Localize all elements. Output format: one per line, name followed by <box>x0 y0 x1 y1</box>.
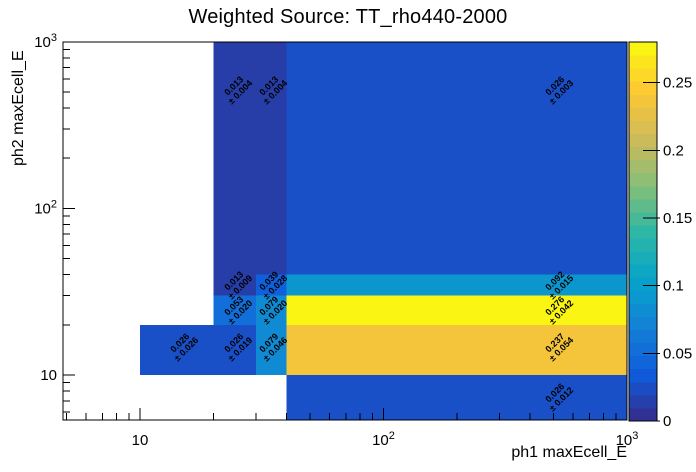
palette-band <box>629 42 657 56</box>
y-axis-title: ph2 maxEcell_E <box>10 50 27 166</box>
tick-label: 10 <box>40 367 57 384</box>
heatmap-cell <box>286 295 627 325</box>
heatmap-cell <box>140 324 214 375</box>
axis-ticks <box>63 41 628 420</box>
heatmap-cells <box>140 42 627 420</box>
palette-band <box>629 368 657 383</box>
palette-band <box>629 133 657 148</box>
palette-band <box>629 68 657 82</box>
palette-band <box>629 94 657 108</box>
palette-band <box>629 120 657 134</box>
heatmap-cell <box>286 375 627 420</box>
palette-band <box>629 81 657 95</box>
palette-band <box>629 407 657 422</box>
heatmap-cell <box>213 324 257 375</box>
palette-tick-label: 0.15 <box>663 210 692 227</box>
heatmap-cell <box>256 42 287 275</box>
palette-band <box>629 238 657 252</box>
heatmap-cell <box>286 42 627 275</box>
tick-label: 103 <box>34 32 57 51</box>
palette-tick-label: 0.25 <box>663 75 692 92</box>
palette-band <box>629 185 657 200</box>
palette-band <box>629 355 657 370</box>
palette-band <box>629 172 657 187</box>
palette-band <box>629 146 657 161</box>
heatmap-cell <box>256 324 287 375</box>
palette-band <box>629 264 657 278</box>
plot-frame <box>62 41 628 421</box>
heatmap-cell <box>286 274 627 296</box>
palette-band <box>629 159 657 174</box>
palette-bar: 0 0.05 0.1 0.15 0.2 0.25 <box>628 41 692 430</box>
axis-tick-labels: 10 102 103 10 102 103 <box>34 32 638 449</box>
palette-tick-label: 0 <box>663 413 671 430</box>
heatmap-cell <box>213 274 257 296</box>
palette-band <box>629 277 657 291</box>
tick-label: 103 <box>616 430 639 449</box>
tick-label: 10 <box>132 432 149 449</box>
palette-band <box>629 290 657 304</box>
tick-label: 102 <box>372 430 395 449</box>
tick-label: 102 <box>34 198 57 217</box>
palette-band <box>629 55 657 69</box>
palette-band <box>629 107 657 121</box>
palette-band <box>629 211 657 226</box>
heatmap-cell <box>256 274 287 296</box>
heatmap-cell <box>286 324 627 375</box>
palette-band <box>629 316 657 331</box>
chart-title: Weighted Source: TT_rho440-2000 <box>188 6 508 28</box>
palette-tick-label: 0.2 <box>663 142 684 159</box>
palette-tick-label: 0.1 <box>663 278 684 295</box>
palette-band <box>629 251 657 265</box>
heatmap-cell <box>213 42 257 275</box>
palette-band <box>629 342 657 357</box>
palette-band <box>629 224 657 239</box>
palette-band <box>629 198 657 213</box>
palette-band <box>629 329 657 344</box>
palette-tick-label: 0.05 <box>663 345 692 362</box>
heatmap-cell <box>213 295 257 325</box>
palette-band <box>629 303 657 317</box>
x-axis-title: ph1 maxEcell_E <box>511 444 627 461</box>
palette-band <box>629 381 657 396</box>
palette-band <box>629 394 657 409</box>
heatmap-cell <box>256 295 287 325</box>
